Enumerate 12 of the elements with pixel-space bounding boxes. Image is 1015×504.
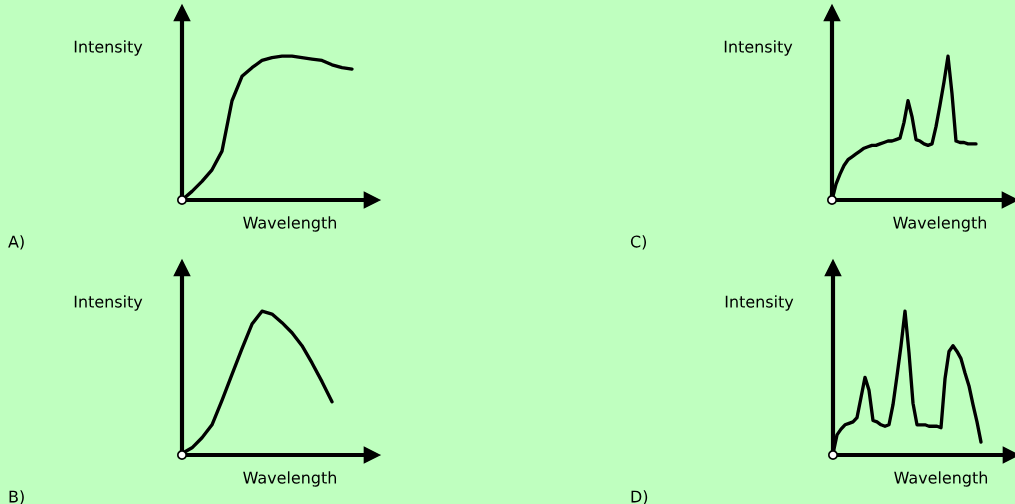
y-axis-title: Intensity (74, 295, 143, 311)
y-axis-title: Intensity (74, 40, 143, 56)
y-axis-title: Intensity (724, 40, 793, 56)
x-axis-title: Wavelength (243, 216, 337, 232)
x-axis-title: Wavelength (894, 471, 988, 487)
text: D) (631, 490, 648, 504)
text: B) (9, 490, 24, 504)
y-axis-title: Intensity (725, 295, 794, 311)
x-axis-title: Wavelength (243, 471, 337, 487)
text: A) (8, 235, 24, 250)
text: C) (630, 235, 647, 250)
x-axis-title: Wavelength (893, 216, 987, 232)
